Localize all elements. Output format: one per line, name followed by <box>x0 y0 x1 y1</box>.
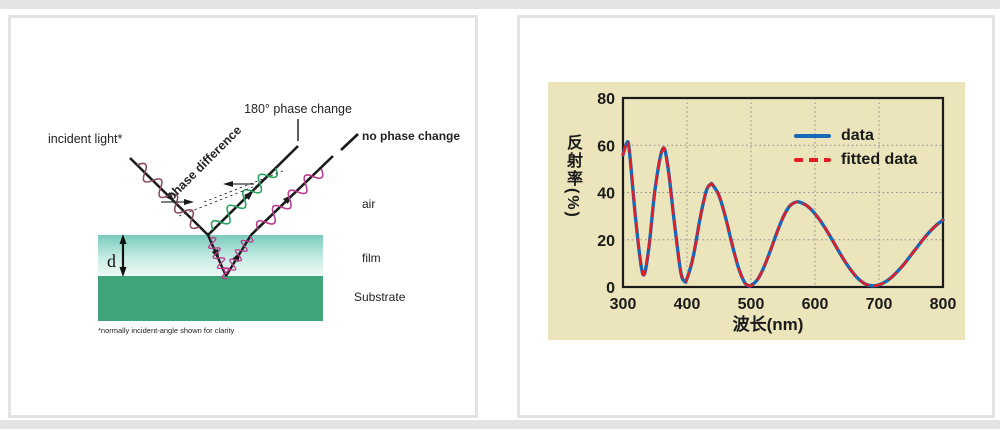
y-tick-label: 0 <box>606 280 615 297</box>
y-tick-label: 40 <box>597 186 615 203</box>
fitted-data-line-swatch <box>794 158 831 162</box>
y-tick-label: 60 <box>597 138 615 155</box>
thin-film-diagram-panel: incident light* 180° phase change no pha… <box>8 15 478 418</box>
thickness-label: d <box>107 251 116 271</box>
legend-item-data: data <box>794 127 917 145</box>
no-phase-change-label: no phase change <box>362 129 460 143</box>
x-axis-title: 波长(nm) <box>732 315 804 334</box>
x-tick-label: 500 <box>738 296 765 313</box>
y-tick-label: 20 <box>597 233 615 250</box>
legend-item-fitted-data: fitted data <box>794 151 917 169</box>
reflected-ray-bottom-surface <box>250 133 359 236</box>
footnote: *normally incident-angle shown for clari… <box>98 326 235 335</box>
phase-difference-construction <box>161 170 284 217</box>
film-label: film <box>362 251 381 265</box>
data-line-swatch <box>794 134 831 138</box>
page-bottom-strip <box>0 420 1000 429</box>
x-tick-label: 400 <box>674 296 701 313</box>
legend-label-fitted-data: fitted data <box>841 151 918 168</box>
x-tick-label: 700 <box>866 296 893 313</box>
incident-light-label: incident light* <box>48 132 122 146</box>
reflectance-chart-panel: 300 400 500 600 700 800 0 20 40 60 80 data fitted … <box>517 15 995 418</box>
chart-legend: data fitted data <box>794 127 917 169</box>
film-internal-rays <box>204 233 255 281</box>
series-line-fitted-data <box>621 140 945 288</box>
x-tick-label: 600 <box>802 296 829 313</box>
incident-ray <box>129 157 209 236</box>
x-tick-label: 800 <box>930 296 957 313</box>
y-axis-title: 反射率(%) <box>564 134 581 219</box>
thickness-arrow <box>119 234 127 277</box>
reflected-ray-top-surface <box>207 145 299 236</box>
chart-background: 300 400 500 600 700 800 0 20 40 60 80 data fitted … <box>548 82 965 340</box>
substrate-layer <box>98 276 323 321</box>
phase-difference-label: phase difference <box>164 123 244 203</box>
substrate-label: Substrate <box>354 290 406 304</box>
y-tick-label: 80 <box>597 91 615 108</box>
phase-change-180-label: 180° phase change <box>244 102 352 116</box>
page-top-strip <box>0 0 1000 9</box>
legend-label-data: data <box>841 127 874 144</box>
reflectance-chart: 300 400 500 600 700 800 0 20 40 60 80 <box>597 91 957 313</box>
plot-frame <box>621 96 945 289</box>
thin-film-diagram: incident light* 180° phase change no pha… <box>48 102 460 335</box>
x-tick-label: 300 <box>610 296 637 313</box>
air-label: air <box>362 197 375 211</box>
